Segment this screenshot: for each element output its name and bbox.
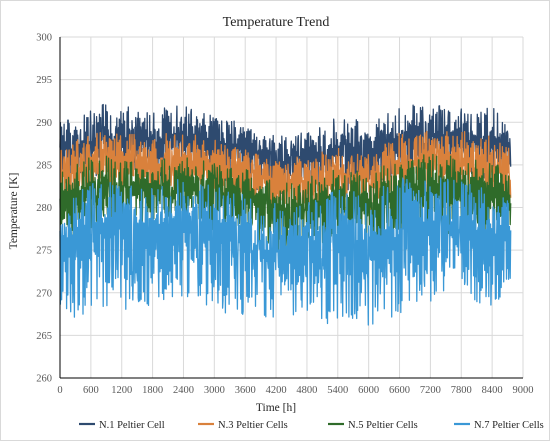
y-tick-label: 260 xyxy=(36,374,52,385)
x-tick-label: 6600 xyxy=(389,385,410,396)
x-tick-label: 5400 xyxy=(327,385,348,396)
legend-item: N.3 Peltier Cells xyxy=(198,420,288,431)
legend-label: N.5 Peltier Cells xyxy=(348,420,418,431)
x-tick-label: 3600 xyxy=(235,385,256,396)
x-tick-label: 600 xyxy=(83,385,99,396)
x-tick-label: 4200 xyxy=(266,385,287,396)
legend-label: N.7 Peltier Cells xyxy=(474,420,544,431)
y-tick-label: 295 xyxy=(36,75,52,86)
y-axis-title: Temperature [K] xyxy=(8,173,20,250)
x-tick-label: 2400 xyxy=(173,385,194,396)
legend: N.1 Peltier Cell N.3 Peltier Cells N.5 Pel… xyxy=(79,420,544,431)
y-tick-label: 280 xyxy=(36,203,52,214)
legend-label: N.1 Peltier Cell xyxy=(99,420,165,431)
x-tick-label: 6000 xyxy=(358,385,379,396)
x-tick-label: 3000 xyxy=(204,385,225,396)
x-tick-label: 0 xyxy=(57,385,62,396)
x-tick-label: 8400 xyxy=(482,385,503,396)
y-tick-label: 285 xyxy=(36,160,52,171)
x-tick-label: 7200 xyxy=(420,385,441,396)
x-tick-label: 4800 xyxy=(296,385,317,396)
x-tick-label: 1800 xyxy=(142,385,163,396)
series-line-4 xyxy=(59,177,512,326)
x-tick-label: 9000 xyxy=(513,385,534,396)
series-layer xyxy=(59,103,512,326)
legend-label: N.3 Peltier Cells xyxy=(218,420,288,431)
chart-title: Temperature Trend xyxy=(223,15,330,30)
y-tick-label: 270 xyxy=(36,288,52,299)
y-tick-label: 275 xyxy=(36,246,52,257)
x-axis-title: Time [h] xyxy=(256,402,296,414)
x-tick-label: 7800 xyxy=(451,385,472,396)
legend-item: N.1 Peltier Cell xyxy=(79,420,165,431)
legend-item: N.5 Peltier Cells xyxy=(328,420,418,431)
y-tick-label: 300 xyxy=(36,33,52,44)
y-tick-label: 265 xyxy=(36,331,52,342)
legend-item: N.7 Peltier Cells xyxy=(454,420,544,431)
y-tick-label: 290 xyxy=(36,118,52,129)
x-tick-label: 1200 xyxy=(111,385,132,396)
axis-layer: 0 600 1200 1800 2400 3000 3600 4200 4800 5400 6000… xyxy=(36,33,533,397)
series-line-2 xyxy=(59,130,512,216)
